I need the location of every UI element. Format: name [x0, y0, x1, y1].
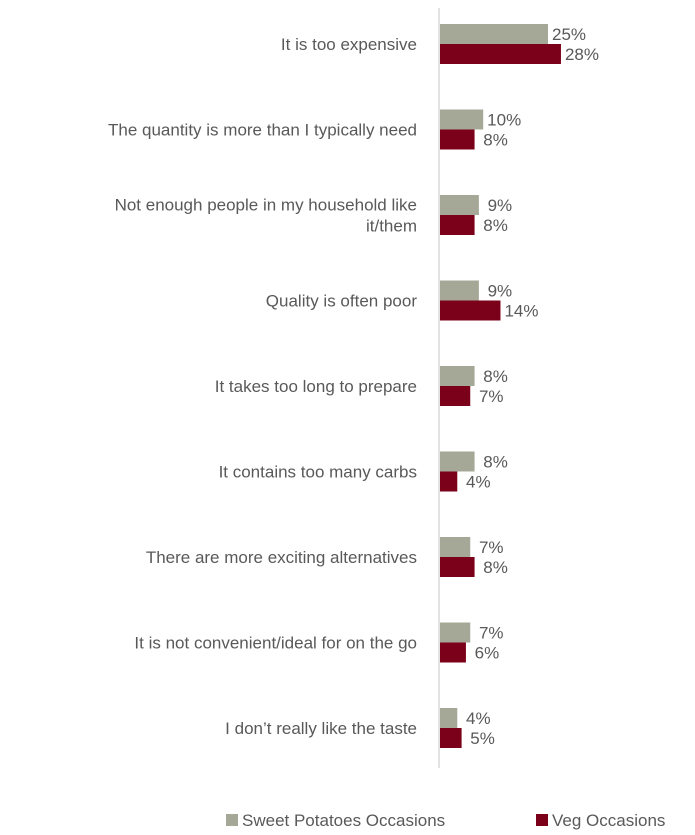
sweet-potatoes-bar — [440, 622, 471, 643]
category-label-line: The quantity is more than I typically ne… — [108, 121, 417, 140]
category-label: Not enough people in my household like it… — [115, 196, 417, 236]
category-label: The quantity is more than I typically ne… — [108, 121, 417, 140]
sweet-potatoes-bar — [440, 195, 479, 215]
sweet-potatoes-value-label: 4% — [466, 709, 491, 728]
sweet-potatoes-value-label: 9% — [488, 196, 513, 215]
veg-value-label: 5% — [470, 729, 495, 748]
sweet-potatoes-value-label: 10% — [487, 111, 521, 130]
category-label-line: It takes too long to prepare — [215, 377, 417, 396]
sweet-potatoes-value-label: 8% — [483, 453, 508, 472]
veg-value-label: 8% — [483, 131, 508, 150]
category-label: It contains too many carbs — [219, 463, 417, 482]
category-label-line: It is too expensive — [281, 35, 417, 54]
legend-label-sweet-potatoes: Sweet Potatoes Occasions — [242, 811, 445, 830]
veg-value-label: 14% — [504, 302, 538, 321]
sweet-potatoes-bar — [440, 537, 471, 557]
category-label-line: There are more exciting alternatives — [146, 548, 417, 567]
sweet-potatoes-value-label: 7% — [479, 538, 504, 557]
category-label: I don’t really like the taste — [225, 719, 417, 738]
category-label: It takes too long to prepare — [215, 377, 417, 396]
chart-legend: Sweet Potatoes Occasions Veg Occasions — [226, 811, 665, 830]
veg-bar — [440, 557, 475, 577]
sweet-potatoes-bar — [440, 280, 479, 301]
veg-value-label: 7% — [479, 387, 504, 406]
legend-swatch-veg — [536, 814, 548, 826]
sweet-potatoes-bar — [440, 366, 475, 386]
sweet-potatoes-bar — [440, 451, 475, 472]
veg-bar — [440, 728, 462, 748]
legend-swatch-sweet-potatoes — [226, 814, 238, 826]
sweet-potatoes-value-label: 7% — [479, 624, 504, 643]
sweet-potatoes-value-label: 25% — [552, 25, 586, 44]
veg-bar — [440, 44, 561, 64]
veg-bar — [440, 642, 466, 663]
category-label: There are more exciting alternatives — [146, 548, 417, 567]
sweet-potatoes-bar — [440, 24, 548, 44]
sweet-potatoes-value-label: 8% — [483, 367, 508, 386]
veg-bar — [440, 129, 475, 150]
category-label-line: it/them — [366, 217, 417, 236]
veg-value-label: 8% — [483, 216, 508, 235]
chart-labels-layer: It is too expensive 25%28% The quantity is… — [108, 25, 599, 748]
veg-value-label: 6% — [475, 644, 500, 663]
category-label-line: I don’t really like the taste — [225, 719, 417, 738]
veg-value-label: 28% — [565, 45, 599, 64]
veg-bar — [440, 215, 475, 235]
category-label: It is too expensive — [281, 35, 417, 54]
veg-bar — [440, 386, 471, 406]
chart-bars-layer — [440, 24, 561, 748]
category-label-line: It contains too many carbs — [219, 463, 417, 482]
sweet-potatoes-bar — [440, 708, 458, 728]
sweet-potatoes-bar — [440, 109, 484, 130]
veg-bar — [440, 300, 501, 321]
veg-value-label: 8% — [483, 558, 508, 577]
category-label-line: Quality is often poor — [266, 292, 418, 311]
sweet-potatoes-value-label: 9% — [488, 282, 513, 301]
category-label-line: It is not convenient/ideal for on the go — [134, 634, 417, 653]
category-label: It is not convenient/ideal for on the go — [134, 634, 417, 653]
legend-label-veg: Veg Occasions — [552, 811, 665, 830]
veg-bar — [440, 471, 458, 492]
category-label-line: Not enough people in my household like — [115, 196, 417, 215]
veg-value-label: 4% — [466, 473, 491, 492]
category-label: Quality is often poor — [266, 292, 418, 311]
